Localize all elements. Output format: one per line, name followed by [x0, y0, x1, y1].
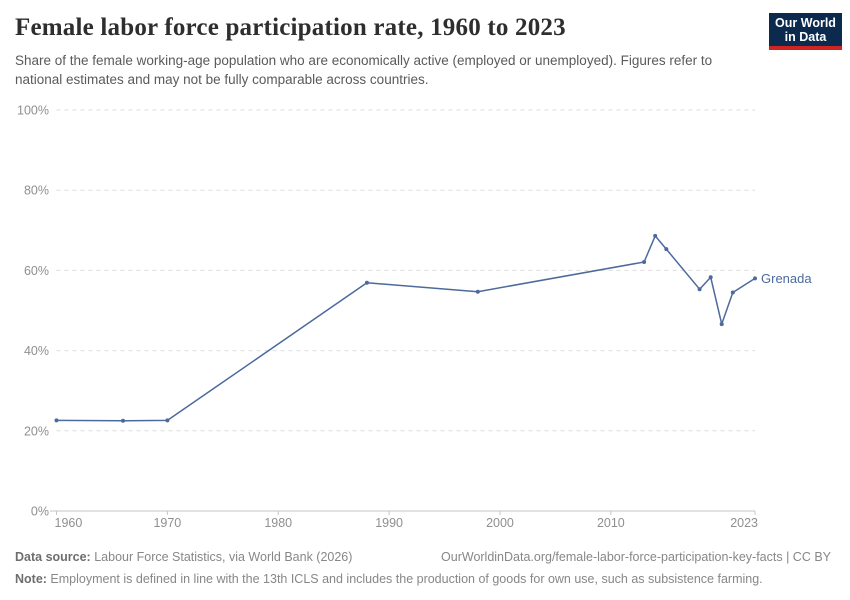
data-point[interactable] [54, 418, 59, 423]
data-source: Data source: Labour Force Statistics, vi… [15, 549, 352, 565]
data-point[interactable] [121, 418, 125, 423]
data-source-label: Data source: [15, 550, 91, 564]
data-point[interactable] [708, 275, 713, 280]
data-point[interactable] [719, 322, 724, 327]
entity-label[interactable]: Grenada [761, 271, 812, 286]
data-source-text: Labour Force Statistics, via World Bank … [90, 550, 353, 564]
data-point[interactable] [697, 287, 702, 292]
y-axis-label: 60% [24, 264, 49, 278]
data-point[interactable] [753, 276, 757, 281]
note: Note: Employment is defined in line with… [15, 572, 763, 586]
y-axis-label: 80% [24, 184, 49, 198]
y-axis-label: 0% [31, 505, 49, 519]
y-axis-label: 40% [24, 344, 49, 358]
x-tick-label: 2023 [730, 516, 758, 530]
data-point[interactable] [730, 290, 735, 295]
x-tick-label: 1970 [153, 516, 181, 530]
data-point[interactable] [364, 280, 369, 285]
data-point[interactable] [642, 260, 647, 264]
y-axis-label: 100% [17, 104, 49, 118]
x-tick-label: 1960 [55, 516, 83, 530]
data-point[interactable] [475, 289, 480, 294]
x-tick-label: 1980 [264, 516, 292, 530]
series-line[interactable] [56, 235, 756, 422]
x-tick-label: 2010 [597, 516, 625, 530]
chart-footer: Data source: Labour Force Statistics, vi… [0, 546, 850, 587]
x-tick-label: 2000 [486, 516, 514, 530]
citation-link[interactable]: OurWorldinData.org/female-labor-force-pa… [441, 550, 831, 564]
page-title: Female labor force participation rate, 1… [15, 14, 566, 41]
chart-subtitle: Share of the female working-age populati… [15, 53, 713, 87]
data-point[interactable] [664, 247, 669, 252]
note-label: Note: [15, 572, 47, 586]
owid-logo[interactable]: Our World in Data [769, 13, 842, 50]
data-point[interactable] [165, 418, 170, 423]
owid-logo-line1: Our World [775, 15, 836, 30]
data-point[interactable] [653, 233, 658, 238]
owid-logo-line2: in Data [784, 29, 827, 44]
note-text: Employment is defined in line with the 1… [46, 572, 763, 586]
y-axis-label: 20% [24, 424, 49, 438]
x-tick-label: 1990 [375, 516, 403, 530]
